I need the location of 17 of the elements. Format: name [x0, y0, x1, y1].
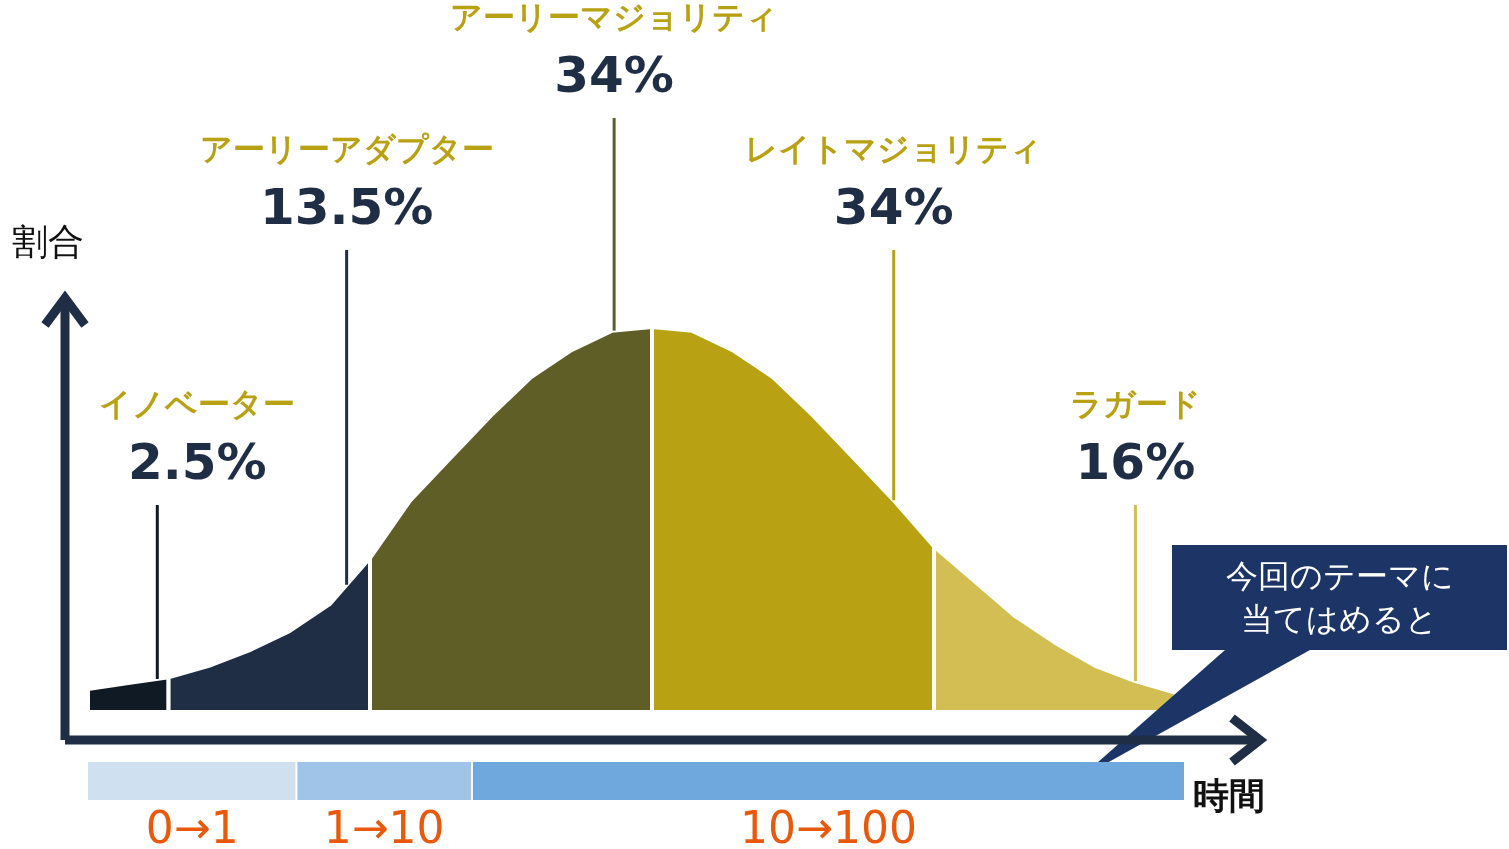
series-label: 10→100 — [740, 802, 917, 849]
annotation: 今回のテーマに当てはめると — [1172, 545, 1507, 650]
text: アーリーアダプター — [199, 130, 494, 168]
text: 34% — [833, 178, 954, 236]
annotation: イノベーター — [99, 385, 296, 423]
series-label: 1→10 — [323, 802, 445, 849]
callout: 今回のテーマに当てはめると — [1080, 545, 1507, 778]
x-axis-title: 時間 — [1193, 775, 1265, 816]
text: アーリーマジョリティ — [450, 0, 779, 36]
text: 13.5% — [259, 178, 434, 236]
annotation: ラガード — [1069, 385, 1201, 423]
series-label: 0→1 — [145, 802, 239, 849]
text: 34% — [554, 46, 674, 104]
annotation: 16% — [1075, 433, 1196, 491]
text: レイトマジョリティ — [745, 130, 1043, 168]
y-axis-title: 割合 — [12, 221, 84, 262]
annotation: 2.5% — [127, 433, 267, 491]
